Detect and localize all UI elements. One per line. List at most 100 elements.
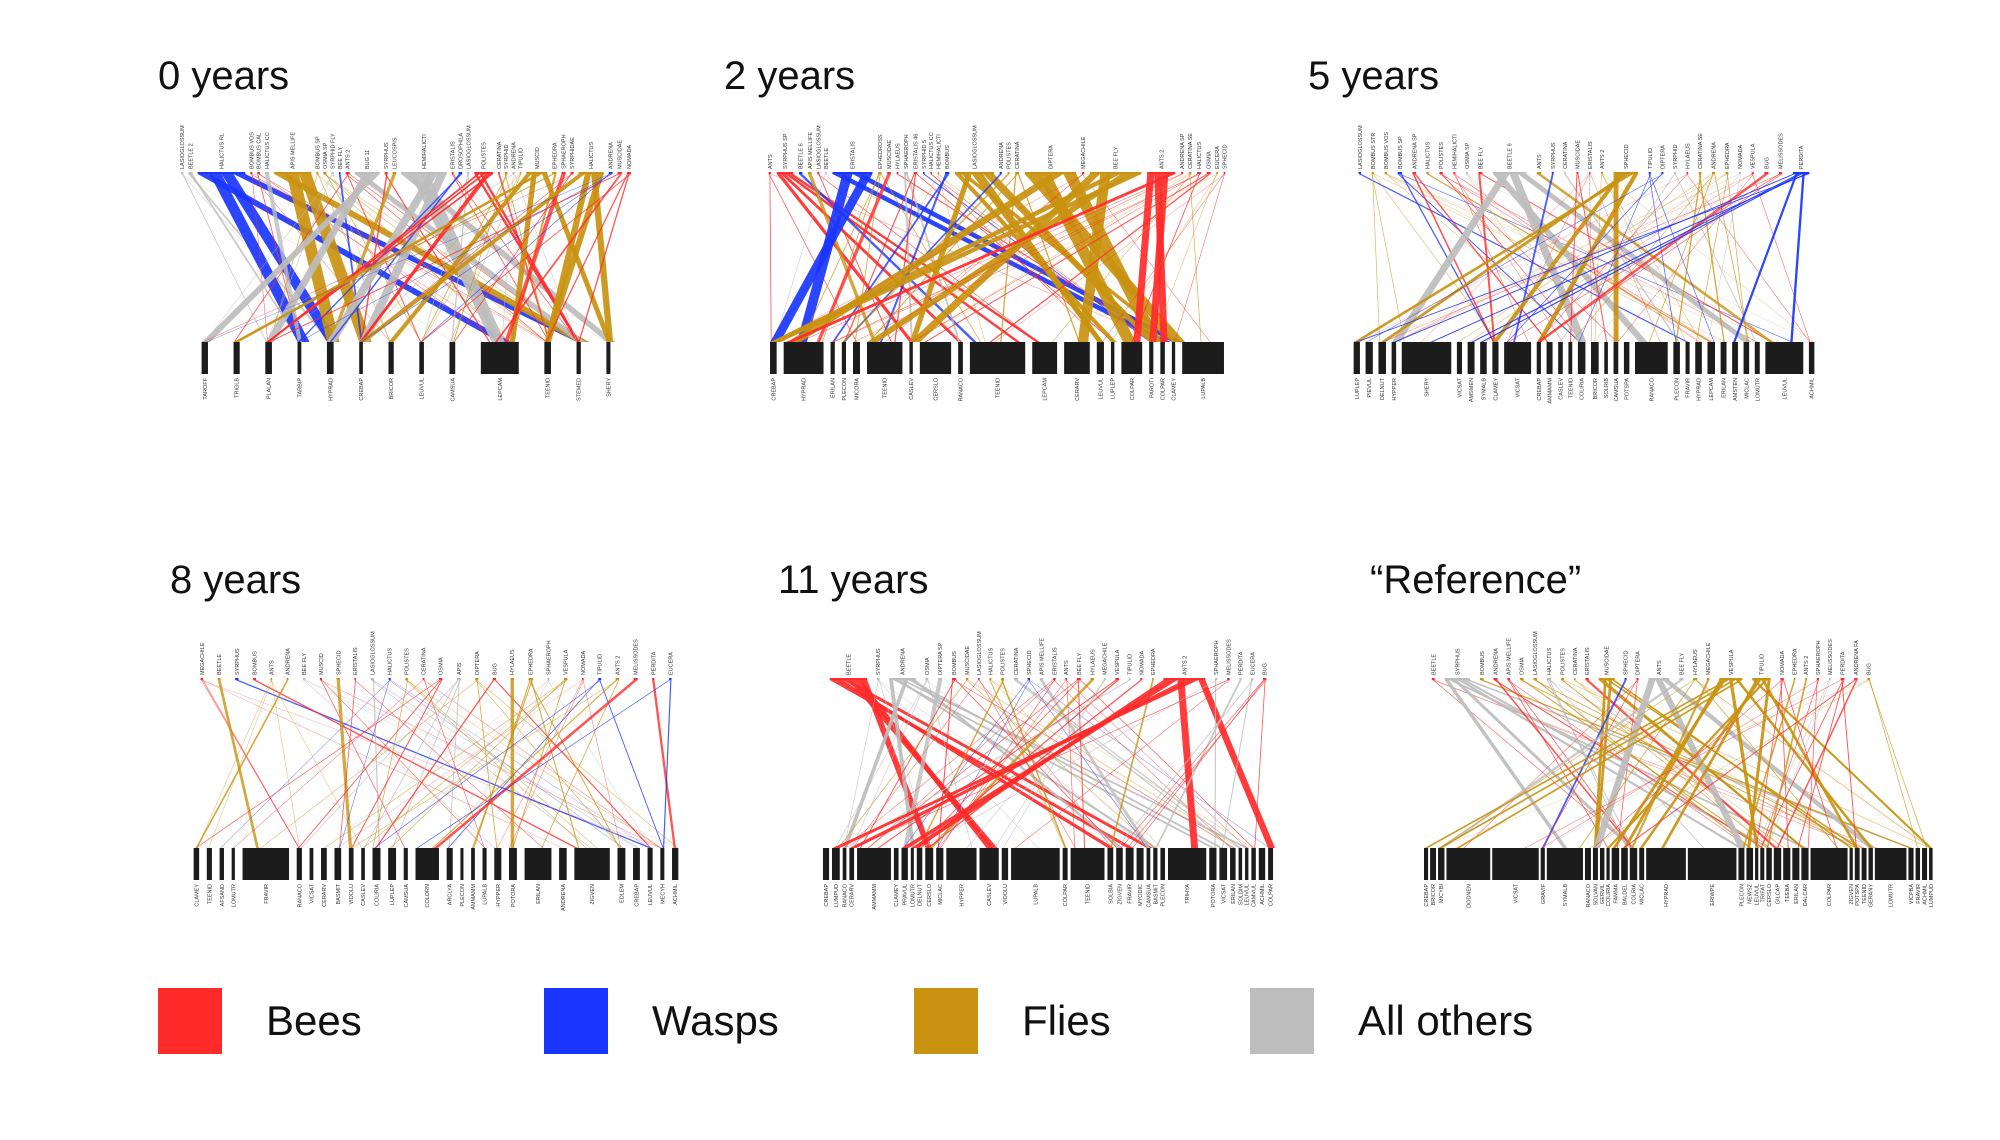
pollinator-node — [474, 172, 494, 174]
pollinator-node — [776, 172, 794, 174]
plant-label: LUPLEP — [390, 884, 396, 905]
pollinator-node — [510, 678, 514, 680]
pollinator-label: ERISTALIS — [1585, 647, 1591, 675]
interaction-link — [1120, 680, 1264, 848]
plant-label: RANACO — [297, 883, 303, 907]
interaction-link — [920, 680, 1218, 848]
interaction-link — [1585, 680, 1778, 848]
interaction-link — [1015, 680, 1242, 848]
pollinator-node — [1152, 678, 1154, 680]
interaction-link — [770, 174, 1165, 342]
interaction-link — [1133, 174, 1155, 342]
pollinator-label: CERATINA SE — [1698, 133, 1704, 169]
interaction-link — [1686, 174, 1810, 342]
interaction-link — [235, 680, 653, 848]
interaction-link — [1394, 174, 1754, 342]
pollinator-label: NOMADA — [1139, 651, 1145, 675]
pollinator-label: ANDRENA — [286, 648, 292, 675]
interaction-link — [1564, 174, 1680, 342]
interaction-links — [1353, 174, 1814, 342]
pollinator-node — [439, 678, 443, 680]
pollinator-label: HALICTUS — [1547, 647, 1553, 675]
pollinator-node — [955, 172, 995, 174]
pollinator-node — [989, 678, 992, 680]
plant-node — [1773, 848, 1782, 880]
plant-label: CERSLO — [1767, 883, 1773, 906]
interaction-link — [578, 174, 630, 342]
plant-node — [1467, 342, 1475, 374]
network-web-0-years: LASIOGLOSSUM BEETLE 2 HALICTUS RL BOMBUS VO… — [180, 125, 633, 402]
interaction-link — [853, 174, 1200, 342]
pollinator-node — [319, 678, 323, 680]
pollinator-node — [768, 172, 772, 174]
plant-node — [1391, 342, 1397, 374]
interaction-link — [195, 680, 289, 848]
pollinator-label: DIPTERA — [1660, 145, 1666, 169]
pollinator-label: ANDRENA SP — [1180, 133, 1186, 169]
plant-node — [1182, 342, 1224, 374]
interaction-link — [1869, 680, 1919, 848]
pollinator-node — [1163, 678, 1206, 680]
interaction-link — [1593, 680, 1783, 848]
pollinator-label: ANTS 2 — [1159, 150, 1165, 169]
pollinator-label: NOMADA — [1738, 145, 1744, 169]
pollinator-node — [925, 678, 929, 680]
plant-label: VIDOLU — [1003, 884, 1009, 905]
plant-label: MICLAC — [1640, 884, 1646, 905]
pollinator-label: ANTS — [1657, 660, 1663, 675]
interaction-link — [1727, 174, 1748, 342]
plant-label: PLECON — [1675, 378, 1681, 401]
plant-node — [1621, 848, 1628, 880]
pollinator-label: LASIOGLOSSUM — [973, 125, 979, 169]
pollinator-node — [598, 678, 602, 680]
plant-label: CAMSUA — [404, 884, 410, 908]
pollinator-label: PERDITA — [1840, 651, 1846, 675]
interaction-link — [989, 174, 1211, 342]
panel-title-8-years: 8 years — [170, 558, 302, 602]
pollinator-node — [1648, 172, 1651, 174]
interaction-link — [859, 680, 956, 848]
pollinator-node — [1140, 678, 1143, 680]
plant-node — [1110, 342, 1115, 374]
pollinator-label: APIS MELLIFE — [291, 132, 297, 169]
plant-label: ARCLYA — [448, 884, 454, 906]
plant-node — [1546, 342, 1553, 374]
interaction-link — [800, 174, 880, 342]
interaction-link — [1543, 680, 1831, 848]
pollinator-node — [965, 678, 969, 680]
pollinator-node — [999, 172, 1002, 174]
legend-item-flies: Flies — [914, 988, 1111, 1054]
panel-title-reference: “Reference” — [1370, 558, 1582, 602]
plant-label: CAMSUA — [1146, 884, 1152, 908]
plant-label: CREBAP — [1537, 378, 1543, 401]
pollinator-node — [253, 678, 257, 680]
interaction-link — [359, 174, 488, 342]
interaction-link — [1509, 680, 1634, 848]
plant-node — [446, 848, 453, 880]
plant-node — [1001, 848, 1009, 880]
pollinator-node — [200, 678, 204, 680]
interaction-link — [265, 174, 372, 342]
interaction-link — [832, 174, 1190, 342]
plant-label: PRAVUL — [903, 884, 909, 906]
pollinator-node — [1613, 172, 1639, 174]
interaction-link — [1468, 174, 1728, 342]
interaction-link — [1002, 680, 1105, 848]
pollinator-node — [422, 678, 425, 680]
plant-node — [1062, 848, 1068, 880]
interaction-link — [420, 174, 508, 342]
interaction-link — [1395, 174, 1727, 342]
plant-node — [388, 342, 394, 374]
plant-label: GERVIL — [1600, 884, 1606, 904]
pollinator-node — [1251, 678, 1254, 680]
plant-node — [783, 342, 824, 374]
pollinator-label: BEE FLY — [338, 146, 344, 169]
plant-label: ERILAN — [1231, 884, 1237, 904]
pollinator-node — [829, 678, 868, 680]
interaction-link — [770, 174, 1142, 342]
interaction-link — [319, 680, 662, 848]
interaction-link — [1440, 174, 1619, 342]
pollinator-label: CERATINA — [1014, 647, 1020, 675]
pollinator-label: BOMBUS — [945, 145, 951, 169]
plant-label: SOLDIM — [1238, 884, 1244, 906]
